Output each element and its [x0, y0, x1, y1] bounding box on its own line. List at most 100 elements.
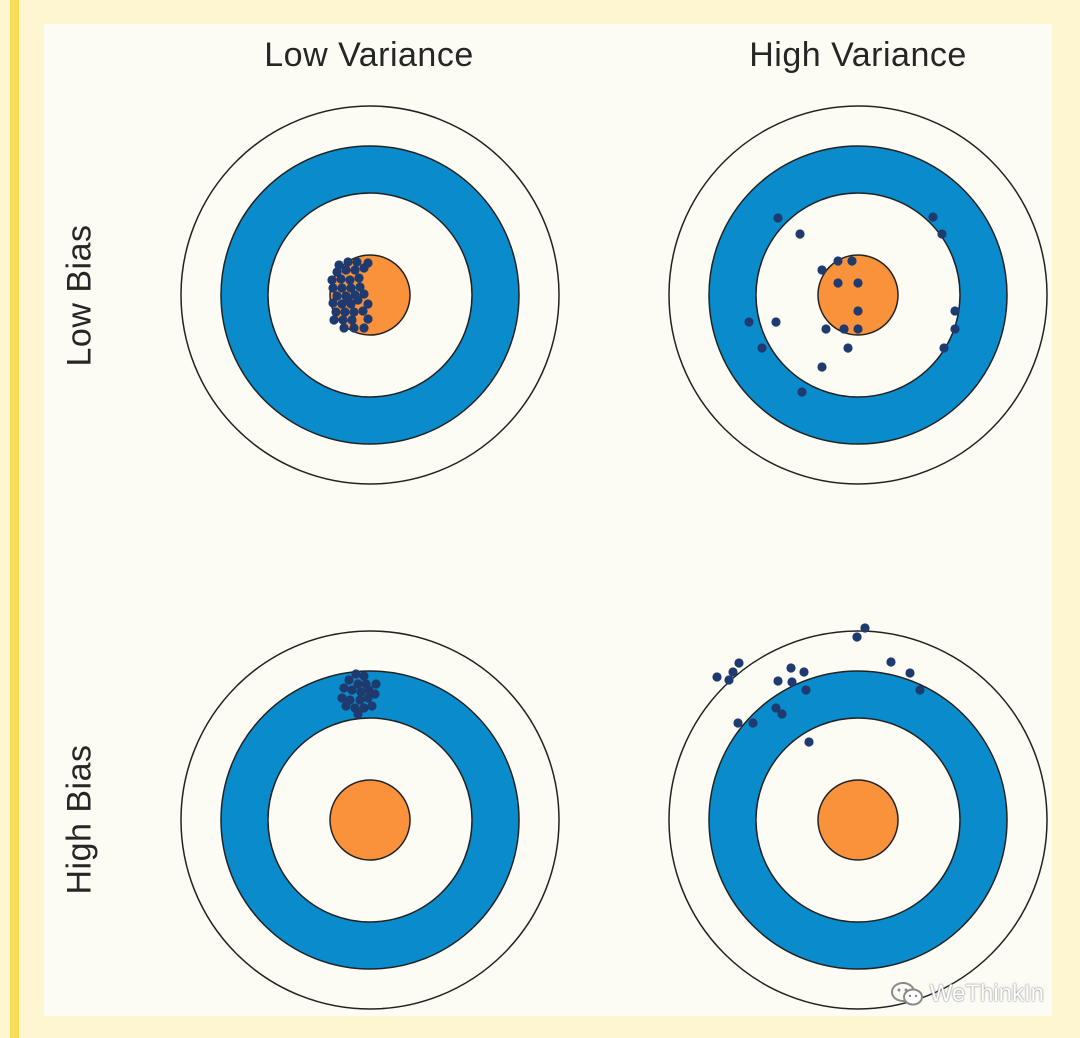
watermark: WeThinkIn: [890, 980, 1044, 1008]
shot-dot: [915, 685, 925, 695]
shot-dot: [833, 278, 843, 288]
shot-dot: [804, 737, 814, 747]
shot-dot: [937, 229, 947, 239]
shot-dot: [843, 343, 853, 353]
shot-dot: [332, 267, 342, 277]
shot-dot: [799, 667, 809, 677]
wechat-icon: [890, 982, 923, 1006]
shot-dot: [340, 307, 350, 317]
shot-dot: [329, 315, 339, 325]
shot-dot: [354, 273, 364, 283]
shot-dot: [345, 275, 355, 285]
shot-dot: [928, 212, 938, 222]
shot-dot: [853, 306, 863, 316]
shot-dot: [341, 701, 351, 711]
shot-dot: [339, 683, 349, 693]
bullseye: [329, 779, 411, 861]
shot-dot: [359, 703, 369, 713]
shot-dot: [332, 291, 342, 301]
shot-dot: [817, 265, 827, 275]
shot-dot: [367, 701, 377, 711]
shot-dot: [337, 693, 347, 703]
shot-dot: [351, 669, 361, 679]
bullseye: [817, 254, 899, 336]
shot-dot: [370, 689, 380, 699]
shot-dot: [833, 256, 843, 266]
column-header-low-variance: Low Variance: [264, 36, 474, 74]
target-high-bias-low-variance: [180, 630, 560, 1010]
shot-dot: [821, 324, 831, 334]
shot-dot: [757, 343, 767, 353]
shots-low-bias-low-variance: [327, 257, 373, 333]
shot-dot: [353, 709, 363, 719]
shot-dot: [886, 657, 896, 667]
shot-dot: [347, 685, 357, 695]
shot-dot: [349, 307, 359, 317]
shot-dot: [797, 387, 807, 397]
shot-dot: [328, 298, 338, 308]
shot-dot: [734, 658, 744, 668]
shot-dot: [771, 317, 781, 327]
shot-dot: [801, 685, 811, 695]
shots-high-bias-low-variance: [337, 669, 381, 719]
shot-dot: [338, 315, 348, 325]
shot-dot: [363, 299, 373, 309]
shot-dot: [712, 672, 722, 682]
column-header-high-variance: High Variance: [749, 36, 967, 74]
shot-dot: [817, 362, 827, 372]
shot-dot: [853, 324, 863, 334]
shot-dot: [339, 323, 349, 333]
shot-dot: [359, 263, 369, 273]
bullseye: [817, 779, 899, 861]
shot-dot: [352, 257, 362, 267]
shot-dot: [350, 265, 360, 275]
shot-dot: [363, 693, 373, 703]
shot-dot: [771, 703, 781, 713]
shot-dot: [773, 213, 783, 223]
shot-dot: [728, 667, 738, 677]
shot-dot: [353, 679, 363, 689]
shot-dot: [847, 256, 857, 266]
shot-dot: [733, 718, 743, 728]
shot-dot: [950, 306, 960, 316]
shot-dot: [950, 324, 960, 334]
shot-dot: [905, 668, 915, 678]
left-stripe: [10, 0, 19, 1038]
shot-dot: [795, 229, 805, 239]
shot-dot: [353, 295, 363, 305]
shot-dot: [347, 315, 357, 325]
shot-dot: [786, 663, 796, 673]
shot-dot: [853, 278, 863, 288]
shot-dot: [344, 675, 354, 685]
shot-dot: [939, 343, 949, 353]
shot-dot: [334, 260, 344, 270]
target-low-bias-low-variance: [180, 105, 560, 485]
shot-dot: [371, 679, 381, 689]
shots-high-bias-high-variance: [712, 623, 925, 747]
shot-dot: [343, 295, 353, 305]
shot-dot: [777, 709, 787, 719]
shot-dot: [839, 324, 849, 334]
shot-dot: [356, 687, 366, 697]
shot-dot: [337, 283, 347, 293]
bullseye: [329, 254, 411, 336]
watermark-text: WeThinkIn: [929, 980, 1044, 1007]
shot-dot: [359, 671, 369, 681]
shot-dot: [327, 275, 337, 285]
shot-dot: [744, 317, 754, 327]
shot-dot: [363, 314, 373, 324]
shot-dot: [341, 265, 351, 275]
shot-dot: [724, 675, 734, 685]
shot-dot: [355, 695, 365, 705]
shot-dot: [852, 632, 862, 642]
shot-dot: [860, 623, 870, 633]
shot-dot: [346, 283, 356, 293]
shot-dot: [787, 677, 797, 687]
shot-dot: [336, 274, 346, 284]
target-low-bias-high-variance: [668, 105, 1048, 485]
target-high-bias-high-variance: [668, 630, 1048, 1010]
shot-dot: [343, 257, 353, 267]
shot-dot: [358, 306, 368, 316]
shot-dot: [359, 323, 369, 333]
